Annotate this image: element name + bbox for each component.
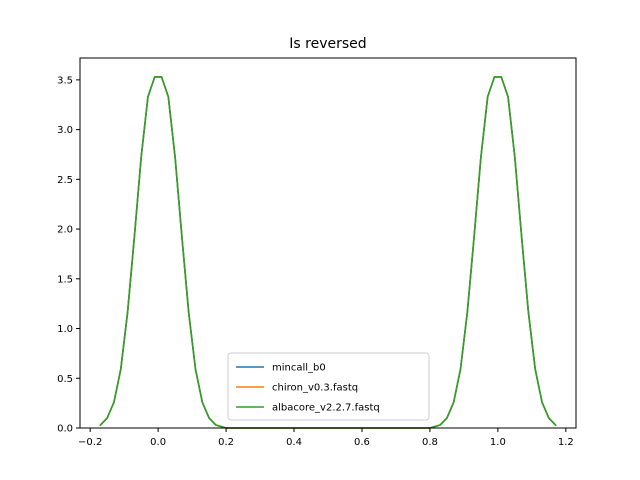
y-tick-label: 0.5	[57, 374, 73, 385]
y-tick-label: 3.0	[57, 125, 73, 136]
y-tick-label: 3.5	[57, 75, 73, 86]
x-tick-label: 0.8	[422, 437, 438, 448]
x-tick-label: −0.2	[78, 437, 102, 448]
y-tick-label: 2.0	[57, 225, 73, 236]
axes: −0.2 0.0 0.2 0.4 0.6 0.8 1.0 1.2 0.0 0.5 1.0 1.5 2.0…	[57, 57, 577, 448]
x-tick-label: 1.2	[558, 437, 574, 448]
x-tick-label: 0.2	[218, 437, 234, 448]
y-tick-label: 1.0	[57, 324, 73, 335]
x-tick-label: 0.0	[150, 437, 166, 448]
legend: mincall_b0 chiron_v0.3.fastq albacore_v2.2…	[227, 352, 430, 421]
y-tick-label: 0.0	[57, 424, 73, 435]
legend-label-2: albacore_v2.2.7.fastq	[272, 403, 380, 414]
legend-label-1: chiron_v0.3.fastq	[272, 383, 358, 394]
y-tick-label: 2.5	[57, 175, 73, 186]
y-tick-label: 1.5	[57, 274, 73, 285]
axes-frame	[79, 57, 577, 429]
chart-title: Is reversed	[289, 36, 366, 52]
legend-label-0: mincall_b0	[272, 363, 326, 374]
x-tick-label: 0.4	[286, 437, 302, 448]
x-tick-label: 0.6	[354, 437, 370, 448]
x-tick-label: 1.0	[490, 437, 506, 448]
legend-box	[227, 352, 430, 421]
